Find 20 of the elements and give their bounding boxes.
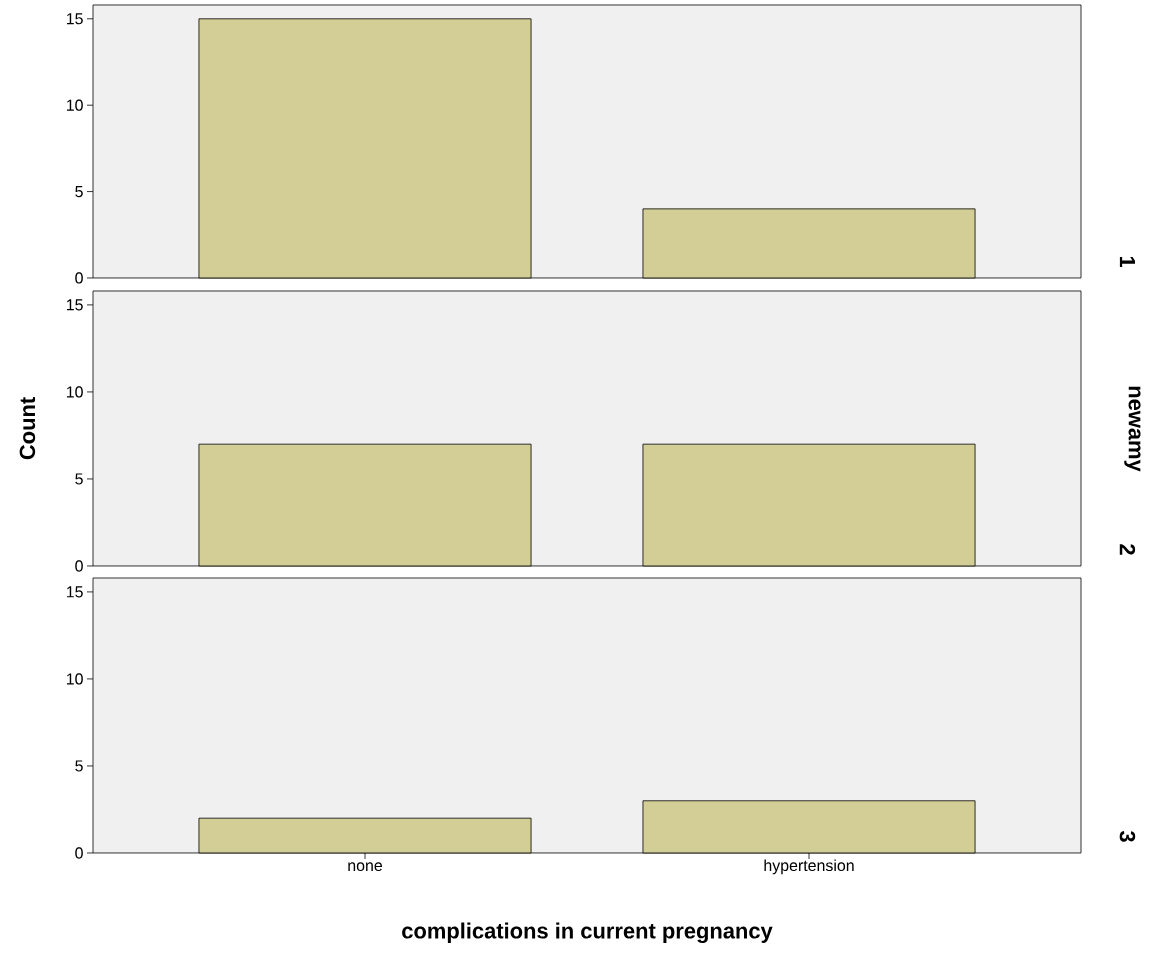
y-axis-title: Count [19, 397, 36, 460]
y-tick-label: 0 [75, 847, 83, 859]
y-tick-label: 5 [75, 760, 83, 772]
y2-axis-title: 2 [1119, 544, 1136, 555]
y-tick-label: 5 [75, 473, 83, 485]
y-tick-label: 10 [66, 673, 83, 685]
y-tick-label: 10 [66, 99, 83, 111]
y-tick-label: 15 [66, 13, 83, 25]
y-tick-label: 15 [66, 299, 83, 311]
y-tick-label: 0 [75, 272, 83, 284]
y-tick-label: 0 [75, 560, 83, 572]
x-tick-label: none [348, 862, 383, 872]
y-tick-label: 5 [75, 186, 83, 198]
y2-axis-title: 1 [1119, 256, 1135, 268]
x-tick-label: hypertension [764, 859, 854, 875]
y2-axis-title: 3 [1119, 830, 1136, 842]
y-tick-label: 10 [66, 386, 83, 398]
text: newamy [1124, 386, 1141, 472]
x-axis-title: complications in current pregnancy [402, 922, 773, 944]
y-tick-label: 15 [66, 586, 83, 598]
